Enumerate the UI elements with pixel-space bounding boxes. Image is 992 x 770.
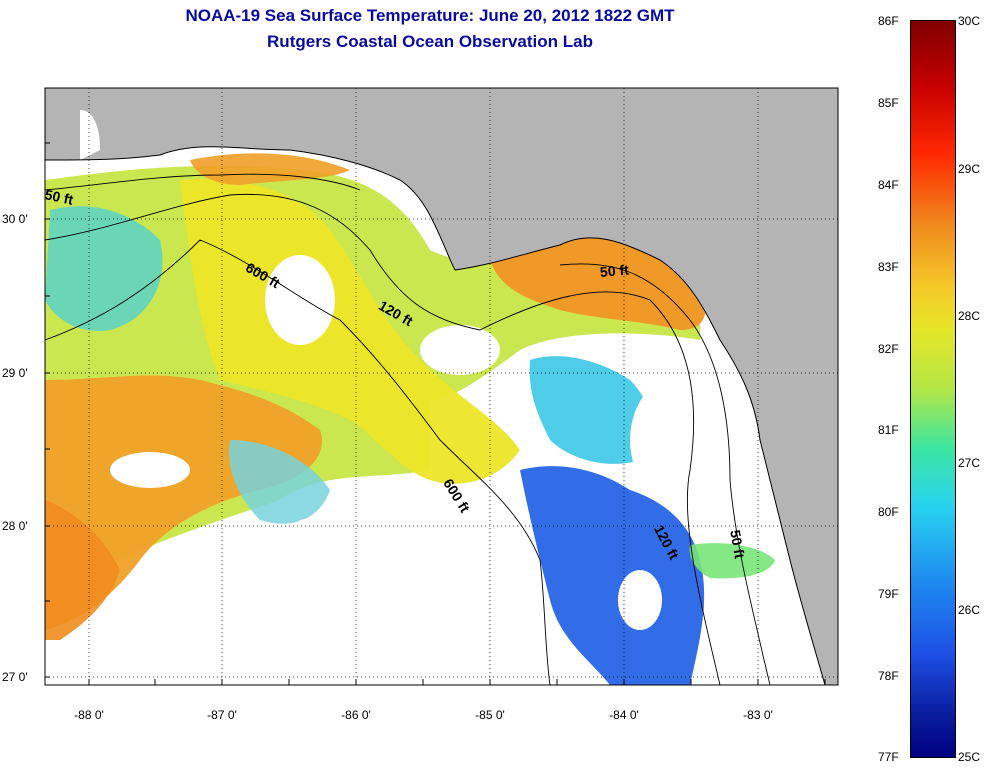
colorbar-c-label: 25C (958, 750, 981, 764)
axis-ticks (45, 142, 826, 685)
sst-map (44, 87, 839, 686)
colorbar-f-label: 86F (878, 14, 899, 28)
map-title: NOAA-19 Sea Surface Temperature: June 20… (185, 6, 675, 25)
cloud-gap (420, 325, 500, 375)
cloud-gap (110, 452, 190, 488)
colorbar-f-label: 82F (878, 342, 899, 356)
graticule (45, 88, 838, 685)
lat-label: 28 0' (2, 519, 28, 533)
cloud-gap (265, 255, 335, 345)
lat-label: 27 0' (2, 670, 28, 684)
colorbar-f-label: 85F (878, 96, 899, 110)
sst-patch (180, 179, 520, 484)
sst-patch (45, 500, 120, 640)
sst-patch (520, 466, 705, 685)
cloud-gap (618, 570, 662, 630)
lon-label: -83 0' (743, 708, 773, 722)
sst-patch (529, 356, 651, 464)
cloud-gap (200, 509, 560, 685)
temperature-colorbar (910, 20, 956, 758)
coastline (44, 146, 826, 686)
colorbar-c-label: 27C (958, 456, 981, 470)
colorbar-f-label: 84F (878, 178, 899, 192)
lon-label: -84 0' (609, 708, 639, 722)
sst-patch (229, 440, 330, 524)
colorbar-f-label: 78F (878, 669, 899, 683)
sst-patch (45, 206, 163, 331)
colorbar-f-label: 79F (878, 587, 899, 601)
cloud-gap (160, 577, 240, 670)
colorbar-c-label: 28C (958, 309, 981, 323)
lon-label: -87 0' (207, 708, 237, 722)
contour-120ft (44, 193, 721, 686)
lat-label: 29 0' (2, 366, 28, 380)
lon-label: -88 0' (74, 708, 104, 722)
colorbar-f-label: 77F (878, 750, 899, 764)
colorbar-f-label: 80F (878, 505, 899, 519)
map-frame (44, 87, 839, 686)
colorbar-f-label: 81F (878, 423, 899, 437)
contour-50ft-west (44, 173, 361, 191)
cloud-gap (630, 370, 750, 510)
colorbar-c-label: 29C (958, 162, 981, 176)
lon-label: -86 0' (341, 708, 371, 722)
colorbar-c-label: 26C (958, 603, 981, 617)
contour-50ft-east (559, 263, 771, 686)
colorbar-c-label: 30C (958, 14, 981, 28)
contour-label: 50 ft (599, 261, 630, 280)
colorbar-f-label: 83F (878, 260, 899, 274)
sst-patch (190, 153, 350, 185)
land-area (80, 110, 100, 160)
sst-field (45, 153, 775, 685)
sst-patch (689, 543, 775, 579)
map-subtitle: Rutgers Coastal Ocean Observation Lab (267, 32, 593, 51)
contour-600ft (44, 239, 551, 686)
lon-label: -85 0' (475, 708, 505, 722)
land-area (45, 88, 838, 685)
lat-label: 30 0' (2, 212, 28, 226)
